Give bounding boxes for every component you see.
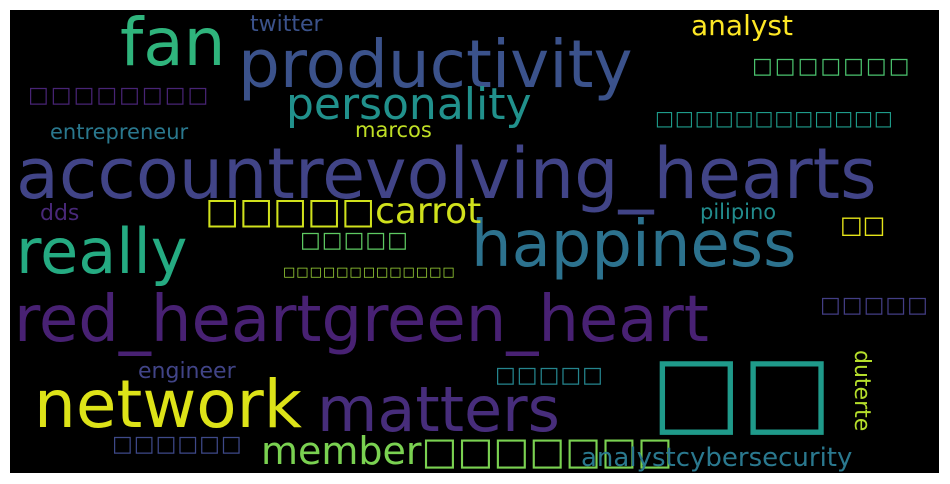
word-member: member□□□□□□□ <box>261 429 673 473</box>
word-duterte: duterte <box>849 350 874 432</box>
word-boxes-far-right: □□□□□ <box>820 293 929 318</box>
word-dds: dds <box>40 201 80 226</box>
word-boxes-pair-right: □□ <box>840 211 886 239</box>
word-pilipino: pilipino <box>700 200 777 224</box>
word-boxes-large: □□ <box>651 334 833 446</box>
word-analystcybersecurity: analystcybersecurity <box>581 443 853 473</box>
word-personality: personality <box>286 79 532 130</box>
word-matters: matters <box>317 373 560 446</box>
word-entrepreneur: entrepreneur <box>50 120 189 144</box>
word-marcos: marcos <box>355 118 432 142</box>
word-network: network <box>34 366 303 443</box>
word-twitter: twitter <box>250 12 323 37</box>
word-happiness: happiness <box>471 208 797 282</box>
word-boxes-middle: □□□□□ <box>300 228 409 253</box>
word-boxes-center: □□□□□ <box>495 363 604 388</box>
word-analyst: analyst <box>691 10 793 42</box>
word-boxes-top-left: □□□□□□□□ <box>28 83 211 108</box>
word-accountrevolving-hearts: accountrevolving_hearts <box>16 133 877 215</box>
word-fan: fan <box>120 10 226 81</box>
word-boxes-small: □□□□□□□□□□□□□ <box>283 265 456 280</box>
word-carrot: □□□□□carrot <box>205 191 482 232</box>
word-productivity: productivity <box>238 26 633 103</box>
word-really: really <box>16 215 188 288</box>
word-boxes-top-right: □□□□□□□ <box>752 54 912 79</box>
word-cloud-canvas: accountrevolving_hearts red_heartgreen_h… <box>10 10 939 473</box>
word-boxes-right: □□□□□□□□□□□□ <box>655 106 894 130</box>
word-red-heartgreen-heart: red_heartgreen_heart <box>14 283 709 357</box>
word-engineer: engineer <box>138 359 236 384</box>
word-boxes-bottom-left: □□□□□□ <box>112 432 243 457</box>
